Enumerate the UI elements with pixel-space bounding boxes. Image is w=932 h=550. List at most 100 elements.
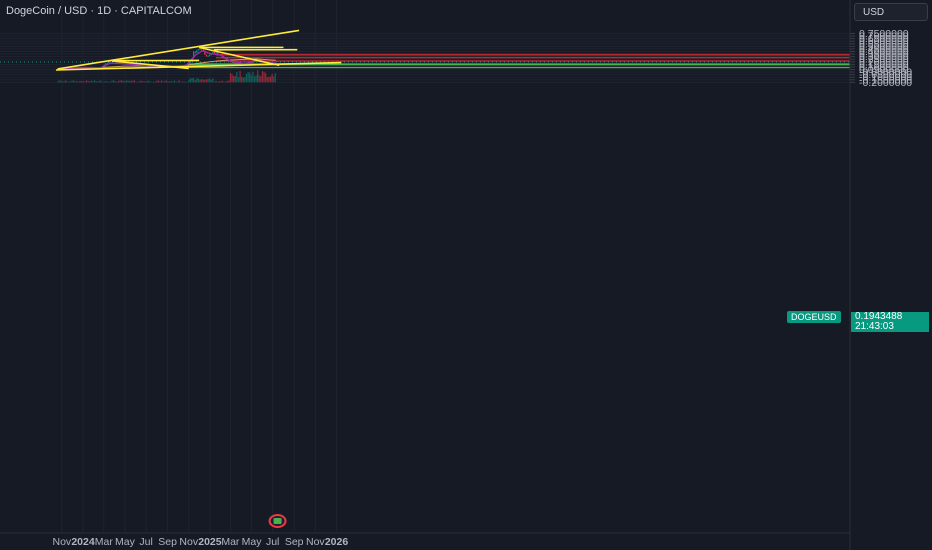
last-price-tag: 0.1943488 21:43:03 <box>851 312 929 332</box>
volume-bar <box>271 73 273 83</box>
candle-body <box>215 51 217 54</box>
y-tick-label: 0.5000000 <box>859 41 909 53</box>
time-axis[interactable]: Nov 2024 Mar May Jul Sep Nov 2025 Mar May Jul Sep No… <box>0 532 850 548</box>
volume-bar <box>60 80 62 83</box>
candle-body <box>199 49 201 50</box>
grid <box>0 0 850 532</box>
candle-body <box>250 62 252 64</box>
volume-bar <box>121 80 123 83</box>
volume-bar <box>82 81 84 83</box>
volume-bar <box>241 76 243 83</box>
x-tick-label: Nov <box>306 536 325 548</box>
volume-bar <box>58 80 60 83</box>
volume-bar <box>178 80 180 83</box>
y-tick-label: 0.2000000 <box>859 56 909 68</box>
volume-bar <box>119 80 121 83</box>
trendlines[interactable] <box>55 29 342 71</box>
volume-bar <box>85 80 88 83</box>
resistance-zone <box>216 60 851 62</box>
volume-bar <box>245 73 248 83</box>
volume-bar <box>213 81 216 83</box>
volume-bar <box>61 81 64 83</box>
volume-bar <box>205 79 208 83</box>
volume-bar <box>197 78 200 83</box>
volume-bar <box>177 81 179 83</box>
x-tick-label: 2024 <box>71 536 95 548</box>
volume-bar <box>193 78 195 83</box>
volume-bar <box>210 79 212 83</box>
candle-body <box>197 49 200 51</box>
volume-bar <box>93 80 96 83</box>
x-tick-label: Mar <box>95 536 114 548</box>
candle-body <box>201 49 203 51</box>
y-tick-label: 0.6000000 <box>859 36 909 48</box>
volume-bar <box>116 81 118 83</box>
volume-bar <box>186 81 188 83</box>
volume-bar <box>109 81 112 83</box>
volume-bar <box>269 76 272 83</box>
event-marker[interactable] <box>268 514 287 528</box>
countdown-timer: 21:43:03 <box>855 321 894 332</box>
price-axis[interactable]: 0.75000000.70000000.65000000.60000000.55… <box>849 0 912 550</box>
volume-bar <box>234 75 236 83</box>
candle-body <box>111 60 113 62</box>
volume-bar <box>191 77 193 83</box>
candle-body <box>217 51 219 55</box>
volume-bar <box>220 81 222 83</box>
trendline <box>112 60 189 70</box>
y-tick-label: 0.0500000 <box>859 64 909 76</box>
volume-bar <box>90 80 92 83</box>
volume-bar <box>92 81 94 83</box>
volume-bar <box>266 76 268 83</box>
volume-bar <box>151 81 153 83</box>
y-tick-label: 0.7000000 <box>859 31 909 43</box>
volume-bar <box>252 71 254 83</box>
volume-bar <box>255 75 257 83</box>
volume-bar <box>154 81 156 83</box>
x-tick-label: 2025 <box>198 536 222 548</box>
volume-bar <box>212 78 214 83</box>
volume-bar <box>257 70 259 83</box>
volume-bar <box>218 81 220 83</box>
volume-bar <box>199 79 201 83</box>
volume-bar <box>201 79 203 83</box>
volume-bar <box>156 80 158 83</box>
candle-body <box>236 63 238 64</box>
volume-bar <box>63 81 65 83</box>
candle-body <box>189 61 192 63</box>
volume-bar <box>180 81 182 83</box>
volume-bar <box>253 76 256 83</box>
candle-body <box>204 50 206 55</box>
volume-bar <box>226 80 228 83</box>
volume-bar <box>132 80 134 83</box>
volume-bar <box>228 80 230 83</box>
volume-bar <box>268 76 270 83</box>
volume-bar <box>113 80 115 83</box>
currency-button[interactable]: USD <box>854 3 928 21</box>
volume-bar <box>236 72 238 83</box>
symbol-price-label: DOGEUSD <box>787 311 841 323</box>
volume-bar <box>101 81 104 83</box>
volume-bar <box>167 81 169 83</box>
volume-bar <box>185 81 187 83</box>
volume-bar <box>231 74 233 83</box>
y-tick-label: -0.2000000 <box>859 77 912 89</box>
volume-bar <box>157 80 160 83</box>
volume-bar <box>146 81 148 83</box>
symbol-title[interactable]: DogeCoin / USD · 1D · CAPITALCOM <box>6 5 192 17</box>
volume-bar <box>196 78 198 83</box>
candle-body <box>209 54 211 56</box>
x-tick-label: 2026 <box>325 536 349 548</box>
volume-bar <box>125 80 128 83</box>
volume-bar <box>265 73 267 83</box>
x-tick-label: Nov <box>53 536 72 548</box>
trendline <box>199 46 280 67</box>
volume-bar <box>274 73 276 83</box>
candle-body <box>196 50 198 53</box>
ma-fast-line <box>57 49 276 70</box>
volume-bar <box>97 81 99 83</box>
y-tick-label: -0.0500000 <box>859 69 912 81</box>
volume-bars <box>57 70 276 83</box>
